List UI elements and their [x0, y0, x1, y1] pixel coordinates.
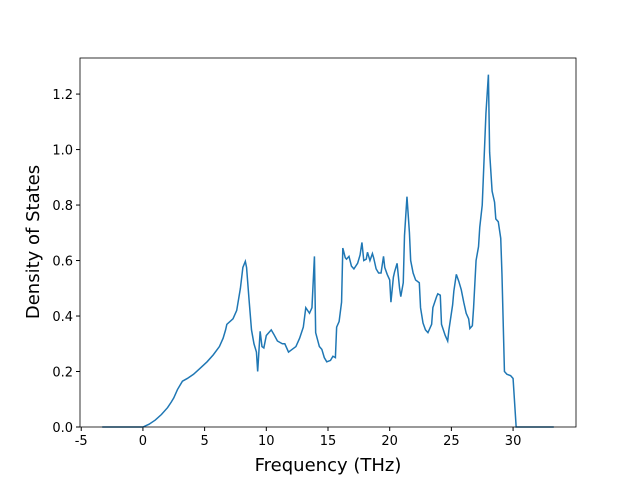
x-tick-label: 5 — [200, 434, 208, 449]
y-tick-label: 0.0 — [52, 421, 73, 436]
plot-frame — [79, 57, 577, 428]
x-tick-label: 10 — [258, 434, 275, 449]
y-tick-label: 0.2 — [52, 366, 73, 381]
x-tick-label: 20 — [381, 434, 398, 449]
x-axis-label: Frequency (THz) — [255, 455, 402, 476]
y-axis-label: Density of States — [23, 165, 44, 319]
x-tick-label: -5 — [75, 434, 88, 449]
x-tick-label: 25 — [443, 434, 460, 449]
y-tick-label: 0.8 — [52, 199, 73, 214]
line-series — [102, 74, 554, 428]
y-tick-label: 0.6 — [52, 255, 73, 270]
x-tick-label: 30 — [505, 434, 522, 449]
y-tick-label: 1.0 — [52, 144, 73, 159]
y-tick-label: 1.2 — [52, 88, 73, 103]
x-tick-label: 15 — [320, 434, 337, 449]
x-tick-label: 0 — [139, 434, 147, 449]
y-tick-label: 0.4 — [52, 310, 73, 325]
